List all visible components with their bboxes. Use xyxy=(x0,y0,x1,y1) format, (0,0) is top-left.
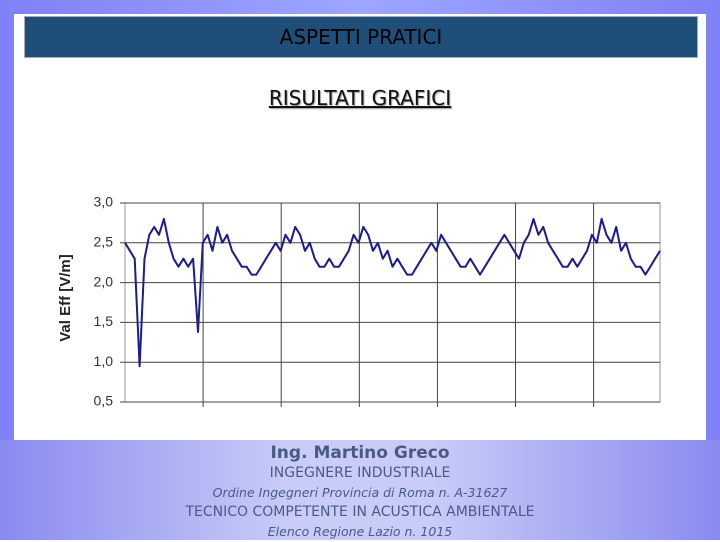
y-tick-label: 1,0 xyxy=(94,353,114,369)
y-tick-label: 3,0 xyxy=(94,194,114,210)
slide-title: ASPETTI PRATICI xyxy=(279,25,443,49)
y-tick-label: 0,5 xyxy=(94,393,114,409)
footer-line: Ing. Martino Greco xyxy=(270,443,450,463)
y-tick-label: 1,5 xyxy=(94,313,114,329)
plot-area xyxy=(124,202,661,403)
footer: Ing. Martino Greco INGEGNERE INDUSTRIALE O… xyxy=(0,440,720,540)
y-tick-label: 2,0 xyxy=(94,273,114,289)
y-tick-label: 2,5 xyxy=(94,234,114,250)
chart: 0,5 1,0 1,5 2,0 2,5 3,0 Val Eff [V/m] xyxy=(57,194,661,409)
footer-line: Elenco Regione Lazio n. 1015 xyxy=(267,524,453,539)
data-line xyxy=(124,217,661,368)
footer-line: INGEGNERE INDUSTRIALE xyxy=(269,464,451,481)
footer-line: TECNICO COMPETENTE IN ACUSTICA AMBIENTAL… xyxy=(185,503,535,520)
footer-line: Ordine Ingegneri Provincia di Roma n. A-… xyxy=(212,485,508,500)
y-axis-title: Val Eff [V/m] xyxy=(57,254,74,342)
slide-subtitle: RISULTATI GRAFICI xyxy=(268,86,452,110)
title-bar: ASPETTI PRATICI xyxy=(24,16,698,58)
